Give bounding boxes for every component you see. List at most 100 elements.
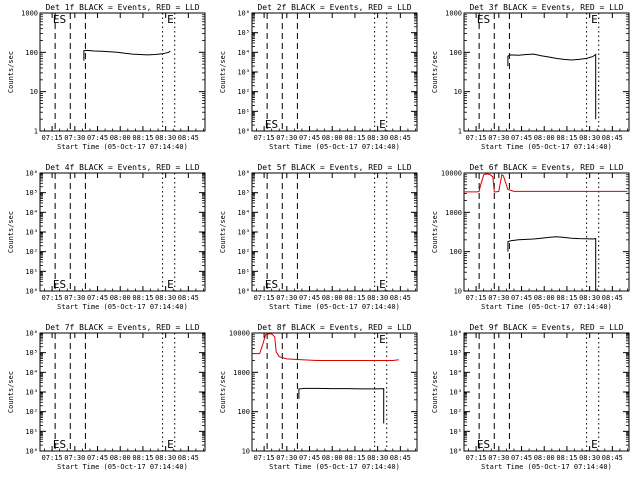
x-tick-label: 08:15 xyxy=(132,294,153,302)
event-mark-es: ES xyxy=(265,118,278,131)
y-tick-label: 10¹ xyxy=(237,108,250,116)
x-tick-label: 08:30 xyxy=(579,134,600,142)
y-tick-label: 1000 xyxy=(233,369,250,377)
x-tick-label: 08:45 xyxy=(178,134,199,142)
y-tick-label: 10¹ xyxy=(25,268,38,276)
y-tick-label: 10² xyxy=(25,248,38,256)
x-axis-label: Start Time (05-Oct-17 07:14:40) xyxy=(481,463,612,471)
x-axis-label: Start Time (05-Oct-17 07:14:40) xyxy=(481,143,612,151)
x-tick-label: 08:00 xyxy=(110,294,131,302)
y-axis-label: Counts/sec xyxy=(431,211,439,253)
panel-title: Det 9f BLACK = Events, RED = LLD xyxy=(469,323,623,332)
event-mark-e: E xyxy=(591,438,598,451)
y-tick-label: 10³ xyxy=(237,229,250,237)
x-tick-label: 07:45 xyxy=(511,454,532,462)
x-tick-label: 07:45 xyxy=(511,294,532,302)
event-mark-e: E xyxy=(167,278,174,291)
panel-title: Det 3f BLACK = Events, RED = LLD xyxy=(469,3,623,12)
y-tick-label: 10⁶ xyxy=(25,330,38,338)
y-tick-label: 1 xyxy=(458,128,462,136)
panel-title: Det 7f BLACK = Events, RED = LLD xyxy=(45,323,199,332)
x-tick-label: 07:45 xyxy=(511,134,532,142)
x-tick-label: 08:45 xyxy=(390,454,411,462)
event-mark-e: E xyxy=(379,118,386,131)
x-tick-label: 08:00 xyxy=(534,134,555,142)
x-tick-label: 07:30 xyxy=(488,134,509,142)
x-tick-label: 08:30 xyxy=(367,134,388,142)
event-mark-es: ES xyxy=(265,278,278,291)
x-tick-label: 08:30 xyxy=(155,134,176,142)
y-tick-label: 10⁴ xyxy=(449,369,462,377)
x-tick-label: 07:45 xyxy=(87,134,108,142)
x-tick-label: 08:30 xyxy=(579,294,600,302)
y-tick-label: 1000 xyxy=(21,10,38,18)
event-mark-es: ES xyxy=(53,438,66,451)
series-line-events xyxy=(83,49,171,61)
y-tick-label: 10¹ xyxy=(237,268,250,276)
y-axis-label: Counts/sec xyxy=(219,371,227,413)
x-tick-label: 08:00 xyxy=(110,454,131,462)
panel-title: Det 4f BLACK = Events, RED = LLD xyxy=(45,163,199,172)
y-axis-label: Counts/sec xyxy=(219,51,227,93)
x-tick-label: 07:30 xyxy=(276,134,297,142)
x-axis-label: Start Time (05-Oct-17 07:14:40) xyxy=(57,463,188,471)
event-mark-es: ES xyxy=(53,13,66,26)
x-axis-label: Start Time (05-Oct-17 07:14:40) xyxy=(57,143,188,151)
y-tick-label: 1000 xyxy=(445,10,462,18)
y-tick-label: 10⁴ xyxy=(25,209,38,217)
event-mark-es: ES xyxy=(53,278,66,291)
y-tick-label: 10³ xyxy=(25,389,38,397)
y-tick-label: 10000 xyxy=(441,170,462,178)
y-tick-label: 10⁴ xyxy=(237,49,250,57)
x-tick-label: 08:15 xyxy=(556,134,577,142)
y-tick-label: 10³ xyxy=(237,69,250,77)
x-tick-label: 08:45 xyxy=(178,454,199,462)
y-axis-label: Counts/sec xyxy=(219,211,227,253)
event-mark-e: E xyxy=(591,13,598,26)
x-tick-label: 08:45 xyxy=(602,294,623,302)
x-tick-label: 08:15 xyxy=(344,294,365,302)
x-tick-label: 08:45 xyxy=(390,134,411,142)
plot-frame xyxy=(251,332,418,452)
x-tick-label: 07:45 xyxy=(87,454,108,462)
y-axis-label: Counts/sec xyxy=(431,371,439,413)
x-tick-label: 07:30 xyxy=(64,294,85,302)
y-tick-label: 10² xyxy=(237,248,250,256)
x-tick-label: 08:45 xyxy=(602,454,623,462)
x-axis-label: Start Time (05-Oct-17 07:14:40) xyxy=(269,463,400,471)
x-tick-label: 08:00 xyxy=(322,294,343,302)
x-tick-label: 08:30 xyxy=(579,454,600,462)
panel-title: Det 2f BLACK = Events, RED = LLD xyxy=(257,3,411,12)
y-tick-label: 10⁰ xyxy=(449,448,462,456)
x-tick-label: 08:45 xyxy=(390,294,411,302)
x-tick-label: 08:00 xyxy=(534,294,555,302)
x-tick-label: 08:30 xyxy=(155,294,176,302)
x-tick-label: 07:45 xyxy=(87,294,108,302)
x-tick-label: 07:45 xyxy=(299,294,320,302)
event-mark-e: E xyxy=(167,13,174,26)
x-tick-label: 07:30 xyxy=(488,294,509,302)
x-tick-label: 07:30 xyxy=(64,134,85,142)
y-tick-label: 10 xyxy=(454,88,462,96)
event-mark-es: ES xyxy=(477,13,490,26)
plot-frame xyxy=(39,12,206,132)
x-axis-label: Start Time (05-Oct-17 07:14:40) xyxy=(269,143,400,151)
x-tick-label: 08:15 xyxy=(556,294,577,302)
panel-det-4: Det 4f BLACK = Events, RED = LLD 10⁰ 10¹ 10… xyxy=(7,163,206,311)
y-tick-label: 10 xyxy=(454,288,462,296)
y-axis-label: Counts/sec xyxy=(431,51,439,93)
x-tick-label: 08:00 xyxy=(322,454,343,462)
x-tick-label: 07:30 xyxy=(276,454,297,462)
x-tick-label: 08:30 xyxy=(367,454,388,462)
x-tick-label: 07:15 xyxy=(254,134,275,142)
panel-title: Det 5f BLACK = Events, RED = LLD xyxy=(257,163,411,172)
x-tick-label: 07:15 xyxy=(42,134,63,142)
y-tick-label: 10 xyxy=(30,88,38,96)
x-tick-label: 08:00 xyxy=(322,134,343,142)
y-tick-label: 10⁶ xyxy=(449,330,462,338)
panel-title: Det 1f BLACK = Events, RED = LLD xyxy=(45,3,199,12)
x-tick-label: 07:15 xyxy=(42,454,63,462)
x-tick-label: 07:15 xyxy=(466,134,487,142)
y-tick-label: 10⁰ xyxy=(237,128,250,136)
